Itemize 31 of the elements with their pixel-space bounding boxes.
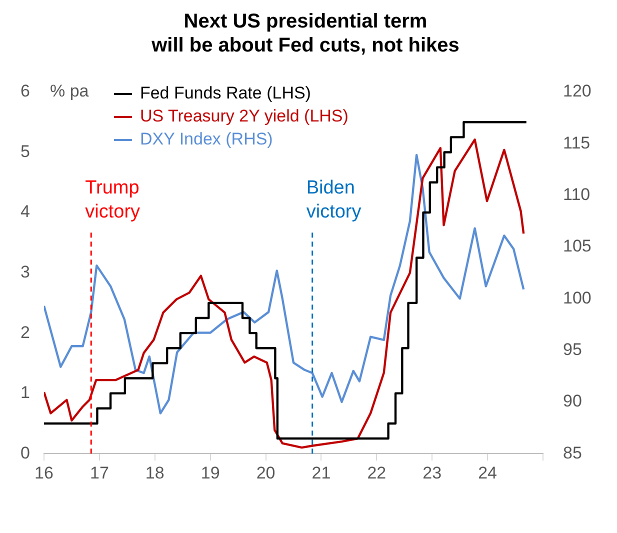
y2-tick-label: 90 <box>563 392 582 411</box>
y-tick-label: 5 <box>20 142 30 161</box>
y-tick-label: 2 <box>20 322 30 342</box>
x-tick-label: 17 <box>90 463 109 482</box>
y-tick-label: 0 <box>20 443 30 462</box>
y-tick-label: 4 <box>20 202 30 222</box>
x-tick-label: 24 <box>478 463 498 482</box>
y-tick-label: 1 <box>20 383 30 402</box>
x-tick-label: 22 <box>367 463 386 482</box>
x-tick-label: 19 <box>200 463 220 482</box>
y2-tick-label: 95 <box>563 340 582 359</box>
y2-tick-label: 110 <box>563 185 590 204</box>
y2-tick-label: 105 <box>563 236 592 256</box>
ref-line-label: Trump victory <box>85 178 141 223</box>
y2-tick-label: 100 <box>563 288 592 308</box>
ref-line-label: Biden victory <box>306 178 362 223</box>
x-tick-label: 18 <box>145 463 164 482</box>
y-axis-title: % pa <box>50 82 90 101</box>
x-tick-label: 23 <box>422 463 442 482</box>
legend-label: US Treasury 2Y yield (LHS) <box>140 106 348 126</box>
y-tick-label: 6 <box>20 82 30 101</box>
x-tick-label: 21 <box>312 463 331 482</box>
x-tick-label: 16 <box>34 463 54 482</box>
legend-label: Fed Funds Rate (LHS) <box>140 84 311 103</box>
legend-label: DXY Index (RHS) <box>140 130 273 149</box>
y-tick-label: 3 <box>20 262 30 282</box>
x-tick-label: 20 <box>256 463 276 482</box>
y2-tick-label: 120 <box>563 82 592 101</box>
y2-tick-label: 115 <box>563 133 590 152</box>
y2-tick-label: 85 <box>563 443 582 462</box>
chart-title: Next US presidential term will be about Fed cuts, not hikes <box>150 10 460 57</box>
